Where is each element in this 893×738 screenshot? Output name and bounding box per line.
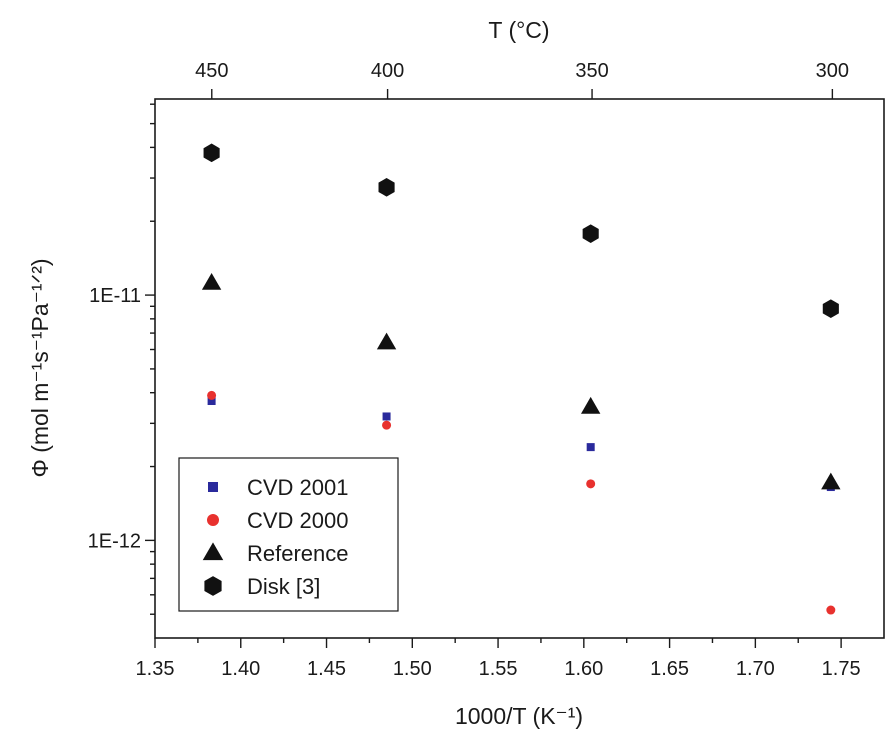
point-cvd-2000 [586,479,596,489]
point-cvd-2000 [826,605,836,615]
y-axis-title: Φ (mol m⁻¹s⁻¹Pa⁻¹ᐟ²) [27,258,53,477]
x-tick-label: 1.55 [479,658,518,680]
point-disk-3 [378,178,395,197]
x-tick-label: 1.50 [393,658,432,680]
legend-label-disk-3: Disk [3] [247,574,320,599]
y-tick-label: 1E-11 [89,285,141,307]
top-tick-label: 350 [575,60,608,82]
x-axis-title: 1000/T (K⁻¹) [455,703,583,729]
legend-label-cvd-2001: CVD 2001 [247,475,349,500]
point-cvd-2001 [207,397,216,406]
legend-marker-reference [202,542,224,561]
x-tick-label: 1.60 [564,658,603,680]
axis-ticks [145,89,842,648]
x-tick-label: 1.40 [221,658,260,680]
point-disk-3 [203,143,220,163]
x-tick-label: 1.70 [736,658,775,680]
legend-marker-disk-3 [204,576,222,596]
top-tick-label: 300 [816,60,849,82]
point-disk-3 [582,224,599,243]
y-tick-label: 1E-12 [88,530,141,552]
point-cvd-2000 [207,390,217,400]
legend-label-cvd-2000: CVD 2000 [247,508,349,533]
x-tick-label: 1.65 [650,658,689,680]
top-tick-label: 400 [371,60,404,82]
x-tick-label: 1.35 [136,658,175,680]
axis-tick-labels: 1.35 1.40 1.45 1.50 1.55 1.60 1.65 1.70 1.75 450 4… [88,60,861,680]
data-points [201,143,841,615]
point-reference [821,472,841,490]
point-reference [376,332,397,350]
point-reference [580,396,601,414]
point-cvd-2001 [586,443,595,452]
point-reference [201,272,222,290]
legend-marker-cvd-2000 [207,514,219,526]
top-tick-label: 450 [195,60,228,82]
point-disk-3 [822,299,839,318]
point-cvd-2001 [382,412,391,421]
top-axis-title: T (°C) [488,17,549,43]
point-cvd-2000 [382,420,392,430]
x-tick-label: 1.75 [822,658,861,680]
x-tick-label: 1.45 [307,658,346,680]
legend-label-reference: Reference [247,541,349,566]
legend-marker-cvd-2001 [208,482,218,492]
legend: CVD 2001 CVD 2000 Reference Disk [3] [178,457,399,612]
